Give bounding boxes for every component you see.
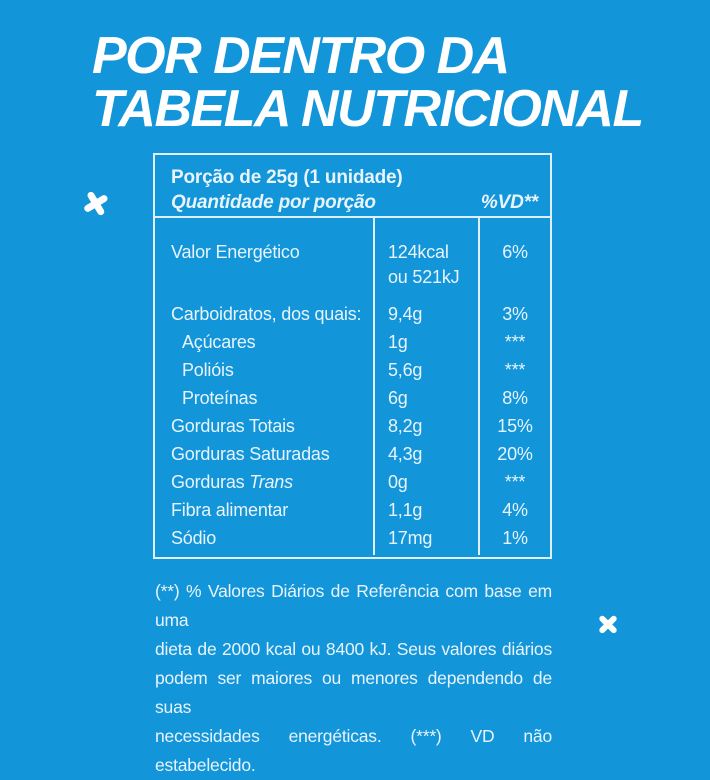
serving-size: Porção de 25g (1 unidade) [171, 167, 403, 188]
row-label: Carboidratos, dos quais: [171, 304, 362, 324]
footnote: (**) % Valores Diários de Referência com… [155, 577, 552, 780]
table-row-polyols: Polióis 5,6g *** [155, 356, 550, 384]
footnote-line-1: (**) % Valores Diários de Referência com… [155, 581, 552, 630]
table-row-total-fat: Gorduras Totais 8,2g 15% [155, 412, 550, 440]
page-title-line-2: TABELA NUTRICIONAL [92, 80, 644, 138]
table-row-sugars: Açúcares 1g *** [155, 328, 550, 356]
row-label-italic-text: Trans [244, 472, 293, 492]
row-quantity: 9,4g [388, 304, 423, 324]
infographic-background: { "colors":{ "background":"#1295d9", "te… [0, 0, 710, 710]
x-mark-right-icon [597, 613, 619, 635]
row-daily-value: 8% [502, 388, 528, 408]
table-row-protein: Proteínas 6g 8% [155, 384, 550, 412]
row-daily-value: 4% [502, 500, 528, 520]
daily-value-header: %VD** [480, 192, 538, 213]
row-daily-value: 15% [497, 416, 533, 436]
row-quantity: 1g [388, 332, 408, 352]
row-quantity: 17mg [388, 528, 433, 548]
row-label: Sódio [171, 528, 217, 548]
row-label: Fibra alimentar [171, 500, 289, 520]
row-daily-value: 20% [497, 444, 533, 464]
nutrition-table-header: Porção de 25g (1 unidade) Quantidade por… [155, 155, 550, 218]
row-daily-value: *** [504, 472, 526, 492]
footnote-line-2: dieta de 2000 kcal ou 8400 kJ. Seus valo… [155, 639, 552, 659]
table-row-sodium: Sódio 17mg 1% [155, 524, 550, 552]
footnote-line-4: necessidades energéticas. (***) VD não e… [155, 726, 552, 775]
column-divider-2 [478, 218, 480, 555]
table-row-carbs: Carboidratos, dos quais: 9,4g 3% [155, 300, 550, 328]
page-title: POR DENTRO DA TABELA NUTRICIONAL [92, 27, 644, 138]
row-quantity: 6g [388, 388, 408, 408]
row-daily-value: 3% [502, 304, 528, 324]
row-daily-value: 6% [502, 242, 528, 262]
nutrition-table-body: Valor Energético 124kcal ou 521kJ 6% Car… [155, 218, 550, 555]
row-daily-value: *** [504, 360, 526, 380]
row-quantity: 4,3g [388, 444, 423, 464]
row-quantity-line-1: 124kcal [388, 242, 449, 262]
row-quantity: 8,2g [388, 416, 423, 436]
row-quantity: 124kcal ou 521kJ [375, 240, 480, 290]
row-label: Proteínas [182, 388, 258, 408]
table-row-saturated-fat: Gorduras Saturadas 4,3g 20% [155, 440, 550, 468]
row-daily-value: 1% [502, 528, 528, 548]
x-mark-left-icon [80, 187, 112, 219]
header-labels-row: Quantidade por porção %VD** [171, 190, 538, 215]
column-divider-1 [373, 218, 375, 555]
row-quantity: 0g [388, 472, 408, 492]
row-label-text: Gorduras [171, 472, 245, 492]
quantity-per-serving-header: Quantidade por porção [171, 192, 376, 213]
row-label: Açúcares [182, 332, 256, 352]
row-quantity-line-2: ou 521kJ [388, 267, 460, 287]
table-row-fiber: Fibra alimentar 1,1g 4% [155, 496, 550, 524]
table-row-trans-fat: Gorduras Trans 0g *** [155, 468, 550, 496]
row-label: Gorduras Trans [155, 468, 375, 496]
table-row-energy: Valor Energético 124kcal ou 521kJ 6% [155, 240, 550, 290]
row-label: Polióis [182, 360, 234, 380]
page-title-line-1: POR DENTRO DA [92, 27, 510, 85]
row-daily-value: *** [504, 332, 526, 352]
nutrition-table: Porção de 25g (1 unidade) Quantidade por… [153, 153, 552, 559]
row-label: Gorduras Totais [171, 416, 295, 436]
row-quantity: 5,6g [388, 360, 423, 380]
row-quantity: 1,1g [388, 500, 423, 520]
row-label: Valor Energético [171, 242, 300, 262]
footnote-line-3: podem ser maiores ou menores dependendo … [155, 668, 552, 717]
row-label: Gorduras Saturadas [171, 444, 330, 464]
